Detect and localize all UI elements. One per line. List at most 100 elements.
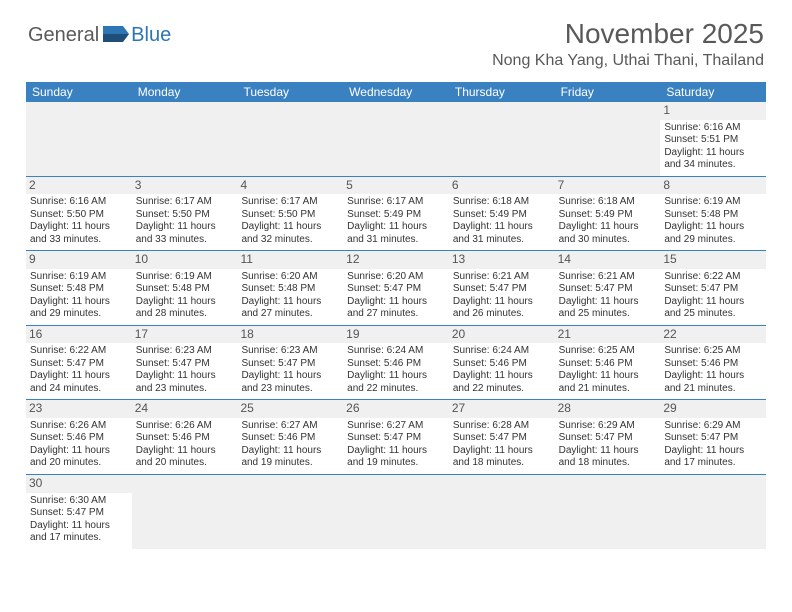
day-number: 18 xyxy=(237,326,343,344)
day-details: Sunrise: 6:24 AMSunset: 5:46 PMDaylight:… xyxy=(453,345,551,395)
header: General Blue November 2025 Nong Kha Yang… xyxy=(0,0,792,82)
day-number: 3 xyxy=(132,177,238,195)
sunrise-text: Sunrise: 6:30 AM xyxy=(30,495,128,508)
sunrise-text: Sunrise: 6:29 AM xyxy=(664,420,762,433)
sunset-text: Sunset: 5:47 PM xyxy=(664,432,762,445)
sunset-text: Sunset: 5:46 PM xyxy=(559,358,657,371)
empty-cell xyxy=(343,102,449,176)
sunset-text: Sunset: 5:51 PM xyxy=(664,134,762,147)
daylight-text: Daylight: 11 hours and 19 minutes. xyxy=(347,445,445,470)
daylight-text: Daylight: 11 hours and 29 minutes. xyxy=(30,296,128,321)
sunrise-text: Sunrise: 6:17 AM xyxy=(241,196,339,209)
empty-cell xyxy=(449,475,555,549)
day-number: 5 xyxy=(343,177,449,195)
day-details: Sunrise: 6:16 AMSunset: 5:51 PMDaylight:… xyxy=(664,122,762,172)
sunrise-text: Sunrise: 6:27 AM xyxy=(241,420,339,433)
day-details: Sunrise: 6:30 AMSunset: 5:47 PMDaylight:… xyxy=(30,495,128,545)
day-number: 2 xyxy=(26,177,132,195)
day-details: Sunrise: 6:17 AMSunset: 5:49 PMDaylight:… xyxy=(347,196,445,246)
daylight-text: Daylight: 11 hours and 25 minutes. xyxy=(559,296,657,321)
day-cell: 23Sunrise: 6:26 AMSunset: 5:46 PMDayligh… xyxy=(26,400,132,474)
day-number: 19 xyxy=(343,326,449,344)
sunset-text: Sunset: 5:46 PM xyxy=(453,358,551,371)
sunset-text: Sunset: 5:50 PM xyxy=(241,209,339,222)
empty-cell xyxy=(555,102,661,176)
day-cell: 3Sunrise: 6:17 AMSunset: 5:50 PMDaylight… xyxy=(132,177,238,251)
sunset-text: Sunset: 5:48 PM xyxy=(664,209,762,222)
sunset-text: Sunset: 5:47 PM xyxy=(136,358,234,371)
day-number: 4 xyxy=(237,177,343,195)
day-details: Sunrise: 6:21 AMSunset: 5:47 PMDaylight:… xyxy=(453,271,551,321)
day-number: 26 xyxy=(343,400,449,418)
day-number: 24 xyxy=(132,400,238,418)
sunrise-text: Sunrise: 6:26 AM xyxy=(30,420,128,433)
day-number: 6 xyxy=(449,177,555,195)
day-details: Sunrise: 6:20 AMSunset: 5:47 PMDaylight:… xyxy=(347,271,445,321)
day-cell: 14Sunrise: 6:21 AMSunset: 5:47 PMDayligh… xyxy=(555,251,661,325)
brand-logo: General Blue xyxy=(28,24,171,47)
daylight-text: Daylight: 11 hours and 23 minutes. xyxy=(241,370,339,395)
sunset-text: Sunset: 5:46 PM xyxy=(30,432,128,445)
week-row: 16Sunrise: 6:22 AM Sunset: 5:47 PM Dayligh… xyxy=(26,326,766,401)
daylight-text: Daylight: 11 hours and 32 minutes. xyxy=(241,221,339,246)
empty-cell xyxy=(449,102,555,176)
day-header-row: Sunday Monday Tuesday Wednesday Thursday… xyxy=(26,82,766,102)
sunset-text: Sunset: 5:50 PM xyxy=(136,209,234,222)
sunrise-text: Sunrise: 6:29 AM xyxy=(559,420,657,433)
day-number: 15 xyxy=(660,251,766,269)
daylight-text: Daylight: 11 hours and 17 minutes. xyxy=(30,520,128,545)
empty-cell xyxy=(132,475,238,549)
sunrise-text: Sunrise: 6:18 AM xyxy=(559,196,657,209)
sunrise-text: Sunrise: 6:23 AM xyxy=(241,345,339,358)
day-cell: 1Sunrise: 6:16 AMSunset: 5:51 PMDaylight… xyxy=(660,102,766,176)
daylight-text: Daylight: 11 hours and 19 minutes. xyxy=(241,445,339,470)
day-number: 20 xyxy=(449,326,555,344)
day-cell: 20Sunrise: 6:24 AMSunset: 5:46 PMDayligh… xyxy=(449,326,555,400)
sunset-text: Sunset: 5:48 PM xyxy=(241,283,339,296)
daylight-text: Daylight: 11 hours and 26 minutes. xyxy=(453,296,551,321)
day-cell: 13Sunrise: 6:21 AMSunset: 5:47 PMDayligh… xyxy=(449,251,555,325)
sunrise-text: Sunrise: 6:21 AM xyxy=(453,271,551,284)
week-row: 2Sunrise: 6:16 AMSunset: 5:50 PMDaylight… xyxy=(26,177,766,252)
daylight-text: Daylight: 11 hours and 22 minutes. xyxy=(347,370,445,395)
sunrise-text: Sunrise: 6:19 AM xyxy=(664,196,762,209)
sunrise-text: Sunrise: 6:22 AM xyxy=(30,345,128,358)
day-cell: 24 Sunrise: 6:26 AMSunset: 5:46 PMDayligh… xyxy=(132,400,238,474)
day-number: 10 xyxy=(132,251,238,269)
day-cell: 28Sunrise: 6:29 AMSunset: 5:47 PMDayligh… xyxy=(555,400,661,474)
daylight-text: Daylight: 11 hours and 22 minutes. xyxy=(453,370,551,395)
sunrise-text: Sunrise: 6:21 AM xyxy=(559,271,657,284)
day-number: 23 xyxy=(26,400,132,418)
day-number: 16 xyxy=(26,326,132,344)
daylight-text: Daylight: 11 hours and 18 minutes. xyxy=(453,445,551,470)
daylight-text: Daylight: 11 hours and 33 minutes. xyxy=(136,221,234,246)
sunrise-text: Sunrise: 6:25 AM xyxy=(664,345,762,358)
day-details: Sunrise: 6:28 AMSunset: 5:47 PMDaylight:… xyxy=(453,420,551,470)
empty-cell xyxy=(555,475,661,549)
daylight-text: Daylight: 11 hours and 28 minutes. xyxy=(136,296,234,321)
day-details: Sunrise: 6:24 AMSunset: 5:46 PMDaylight:… xyxy=(347,345,445,395)
day-details: Sunrise: 6:17 AMSunset: 5:50 PMDaylight:… xyxy=(136,196,234,246)
daylight-text: Daylight: 11 hours and 18 minutes. xyxy=(559,445,657,470)
day-details: Sunrise: 6:29 AMSunset: 5:47 PMDaylight:… xyxy=(559,420,657,470)
day-details: Sunrise: 6:26 AMSunset: 5:46 PMDaylight:… xyxy=(136,420,234,470)
day-details: Sunrise: 6:27 AMSunset: 5:46 PMDaylight:… xyxy=(241,420,339,470)
day-cell: 17Sunrise: 6:23 AMSunset: 5:47 PMDayligh… xyxy=(132,326,238,400)
sunset-text: Sunset: 5:46 PM xyxy=(664,358,762,371)
sunrise-text: Sunrise: 6:25 AM xyxy=(559,345,657,358)
day-number: 25 xyxy=(237,400,343,418)
day-cell: 2Sunrise: 6:16 AMSunset: 5:50 PMDaylight… xyxy=(26,177,132,251)
daylight-text: Daylight: 11 hours and 31 minutes. xyxy=(347,221,445,246)
sunrise-text: Sunrise: 6:26 AM xyxy=(136,420,234,433)
sunrise-text: Sunrise: 6:17 AM xyxy=(136,196,234,209)
day-number: 30 xyxy=(26,475,132,493)
day-details: Sunrise: 6:19 AMSunset: 5:48 PMDaylight:… xyxy=(664,196,762,246)
sunrise-text: Sunrise: 6:18 AM xyxy=(453,196,551,209)
day-number: 29 xyxy=(660,400,766,418)
week-row: 30 Sunrise: 6:30 AMSunset: 5:47 PMDayligh… xyxy=(26,475,766,549)
day-details: Sunrise: 6:23 AMSunset: 5:47 PMDaylight:… xyxy=(136,345,234,395)
day-cell: 25 Sunrise: 6:27 AMSunset: 5:46 PMDayligh… xyxy=(237,400,343,474)
sunrise-text: Sunrise: 6:24 AM xyxy=(453,345,551,358)
daylight-text: Daylight: 11 hours and 24 minutes. xyxy=(30,370,128,395)
sunrise-text: Sunrise: 6:23 AM xyxy=(136,345,234,358)
